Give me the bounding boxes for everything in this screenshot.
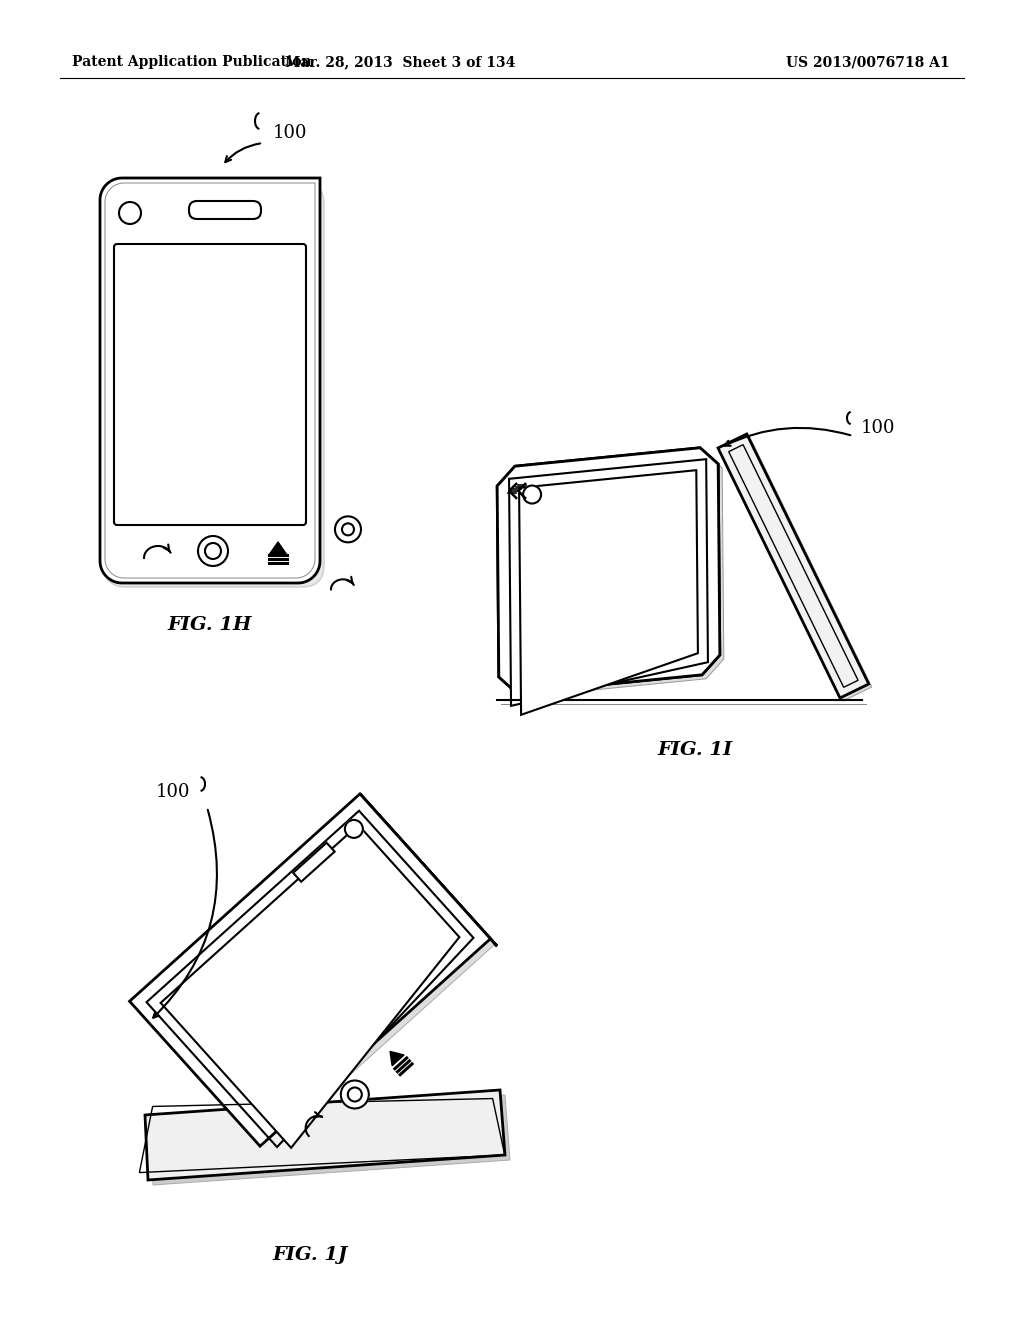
Polygon shape: [105, 183, 315, 578]
FancyBboxPatch shape: [104, 182, 324, 587]
Polygon shape: [718, 434, 868, 698]
Polygon shape: [269, 543, 287, 554]
FancyBboxPatch shape: [114, 244, 306, 525]
Polygon shape: [498, 447, 720, 693]
Polygon shape: [360, 793, 497, 946]
Polygon shape: [519, 470, 698, 715]
Polygon shape: [498, 447, 720, 693]
Text: 100: 100: [273, 124, 307, 143]
Polygon shape: [509, 459, 708, 706]
Polygon shape: [390, 1052, 404, 1065]
Text: US 2013/0076718 A1: US 2013/0076718 A1: [786, 55, 950, 69]
Circle shape: [335, 516, 361, 543]
Text: Mar. 28, 2013  Sheet 3 of 134: Mar. 28, 2013 Sheet 3 of 134: [285, 55, 515, 69]
Circle shape: [345, 820, 362, 838]
FancyBboxPatch shape: [189, 201, 261, 219]
Polygon shape: [130, 793, 490, 1146]
Polygon shape: [150, 1096, 510, 1185]
Circle shape: [198, 536, 228, 566]
Text: FIG. 1J: FIG. 1J: [272, 1246, 347, 1265]
Polygon shape: [134, 799, 496, 1151]
Polygon shape: [145, 1090, 505, 1180]
Text: FIG. 1H: FIG. 1H: [168, 616, 252, 634]
Text: Patent Application Publication: Patent Application Publication: [72, 55, 311, 69]
Polygon shape: [721, 437, 871, 701]
Polygon shape: [293, 842, 335, 882]
Polygon shape: [161, 825, 460, 1148]
Circle shape: [119, 202, 141, 224]
Circle shape: [523, 486, 541, 503]
Circle shape: [341, 1081, 369, 1109]
Polygon shape: [501, 451, 724, 697]
Text: FIG. 1I: FIG. 1I: [657, 741, 732, 759]
Polygon shape: [100, 178, 319, 583]
Text: 100: 100: [156, 783, 190, 801]
Text: 100: 100: [861, 418, 896, 437]
